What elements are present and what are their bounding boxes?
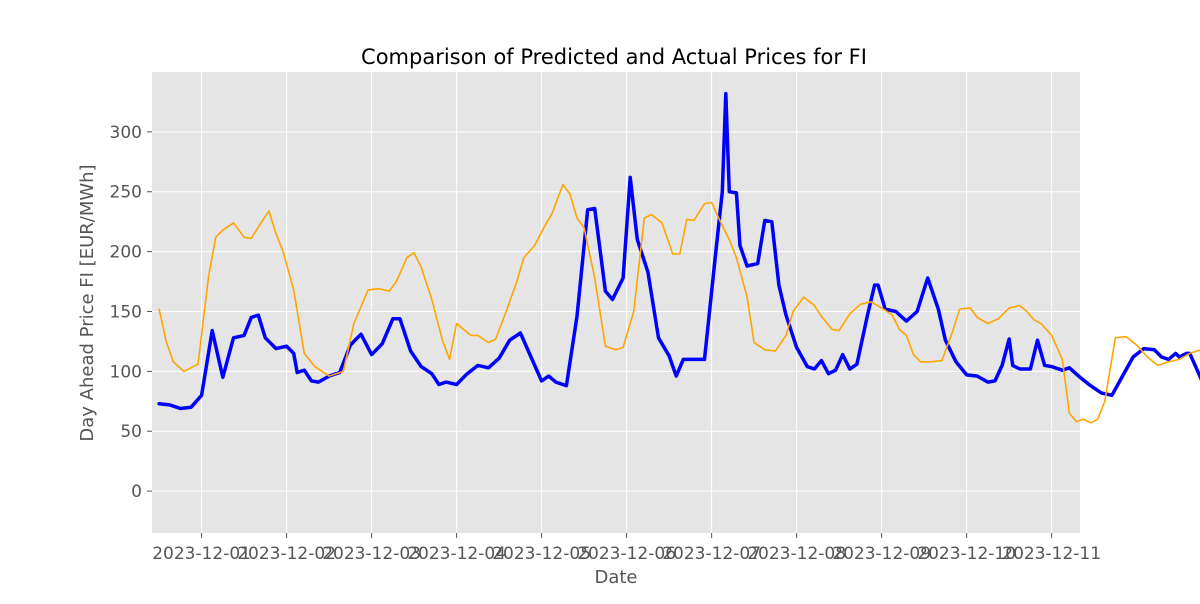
x-tick-label: 2023-12-01 bbox=[152, 544, 251, 564]
chart-title: Comparison of Predicted and Actual Price… bbox=[361, 45, 867, 69]
y-tick-label: 150 bbox=[110, 302, 142, 322]
x-tick-label: 2023-12-07 bbox=[662, 544, 761, 564]
y-tick-label: 200 bbox=[110, 243, 142, 263]
x-tick-label: 2023-12-02 bbox=[237, 544, 336, 564]
series-layer bbox=[157, 91, 1200, 424]
y-tick-label: 300 bbox=[110, 123, 142, 143]
y-tick-label: 0 bbox=[131, 482, 142, 502]
x-tick-label: 2023-12-11 bbox=[1002, 544, 1101, 564]
x-tick-label: 2023-12-10 bbox=[917, 544, 1016, 564]
x-tick-label: 2023-12-08 bbox=[747, 544, 846, 564]
series-line-2 bbox=[158, 183, 1200, 424]
y-axis: 0 50 100 150 200 250 300 bbox=[110, 123, 152, 502]
x-tick-label: 2023-12-04 bbox=[407, 544, 506, 564]
x-tick-label: 2023-12-06 bbox=[577, 544, 676, 564]
x-tick-label: 2023-12-09 bbox=[832, 544, 931, 564]
y-tick-label: 50 bbox=[120, 422, 142, 442]
plot-area-background bbox=[152, 72, 1080, 533]
y-tick-label: 250 bbox=[110, 183, 142, 203]
x-tick-label: 2023-12-03 bbox=[322, 544, 421, 564]
y-tick-label: 100 bbox=[110, 362, 142, 382]
x-axis-label: Date bbox=[594, 567, 637, 588]
x-tick-label: 2023-12-05 bbox=[492, 544, 591, 564]
series-line-1 bbox=[157, 91, 1200, 411]
y-axis-label: Day Ahead Price FI [EUR/MWh] bbox=[77, 164, 98, 441]
x-axis: 2023-12-012023-12-022023-12-032023-12-04… bbox=[152, 533, 1101, 564]
